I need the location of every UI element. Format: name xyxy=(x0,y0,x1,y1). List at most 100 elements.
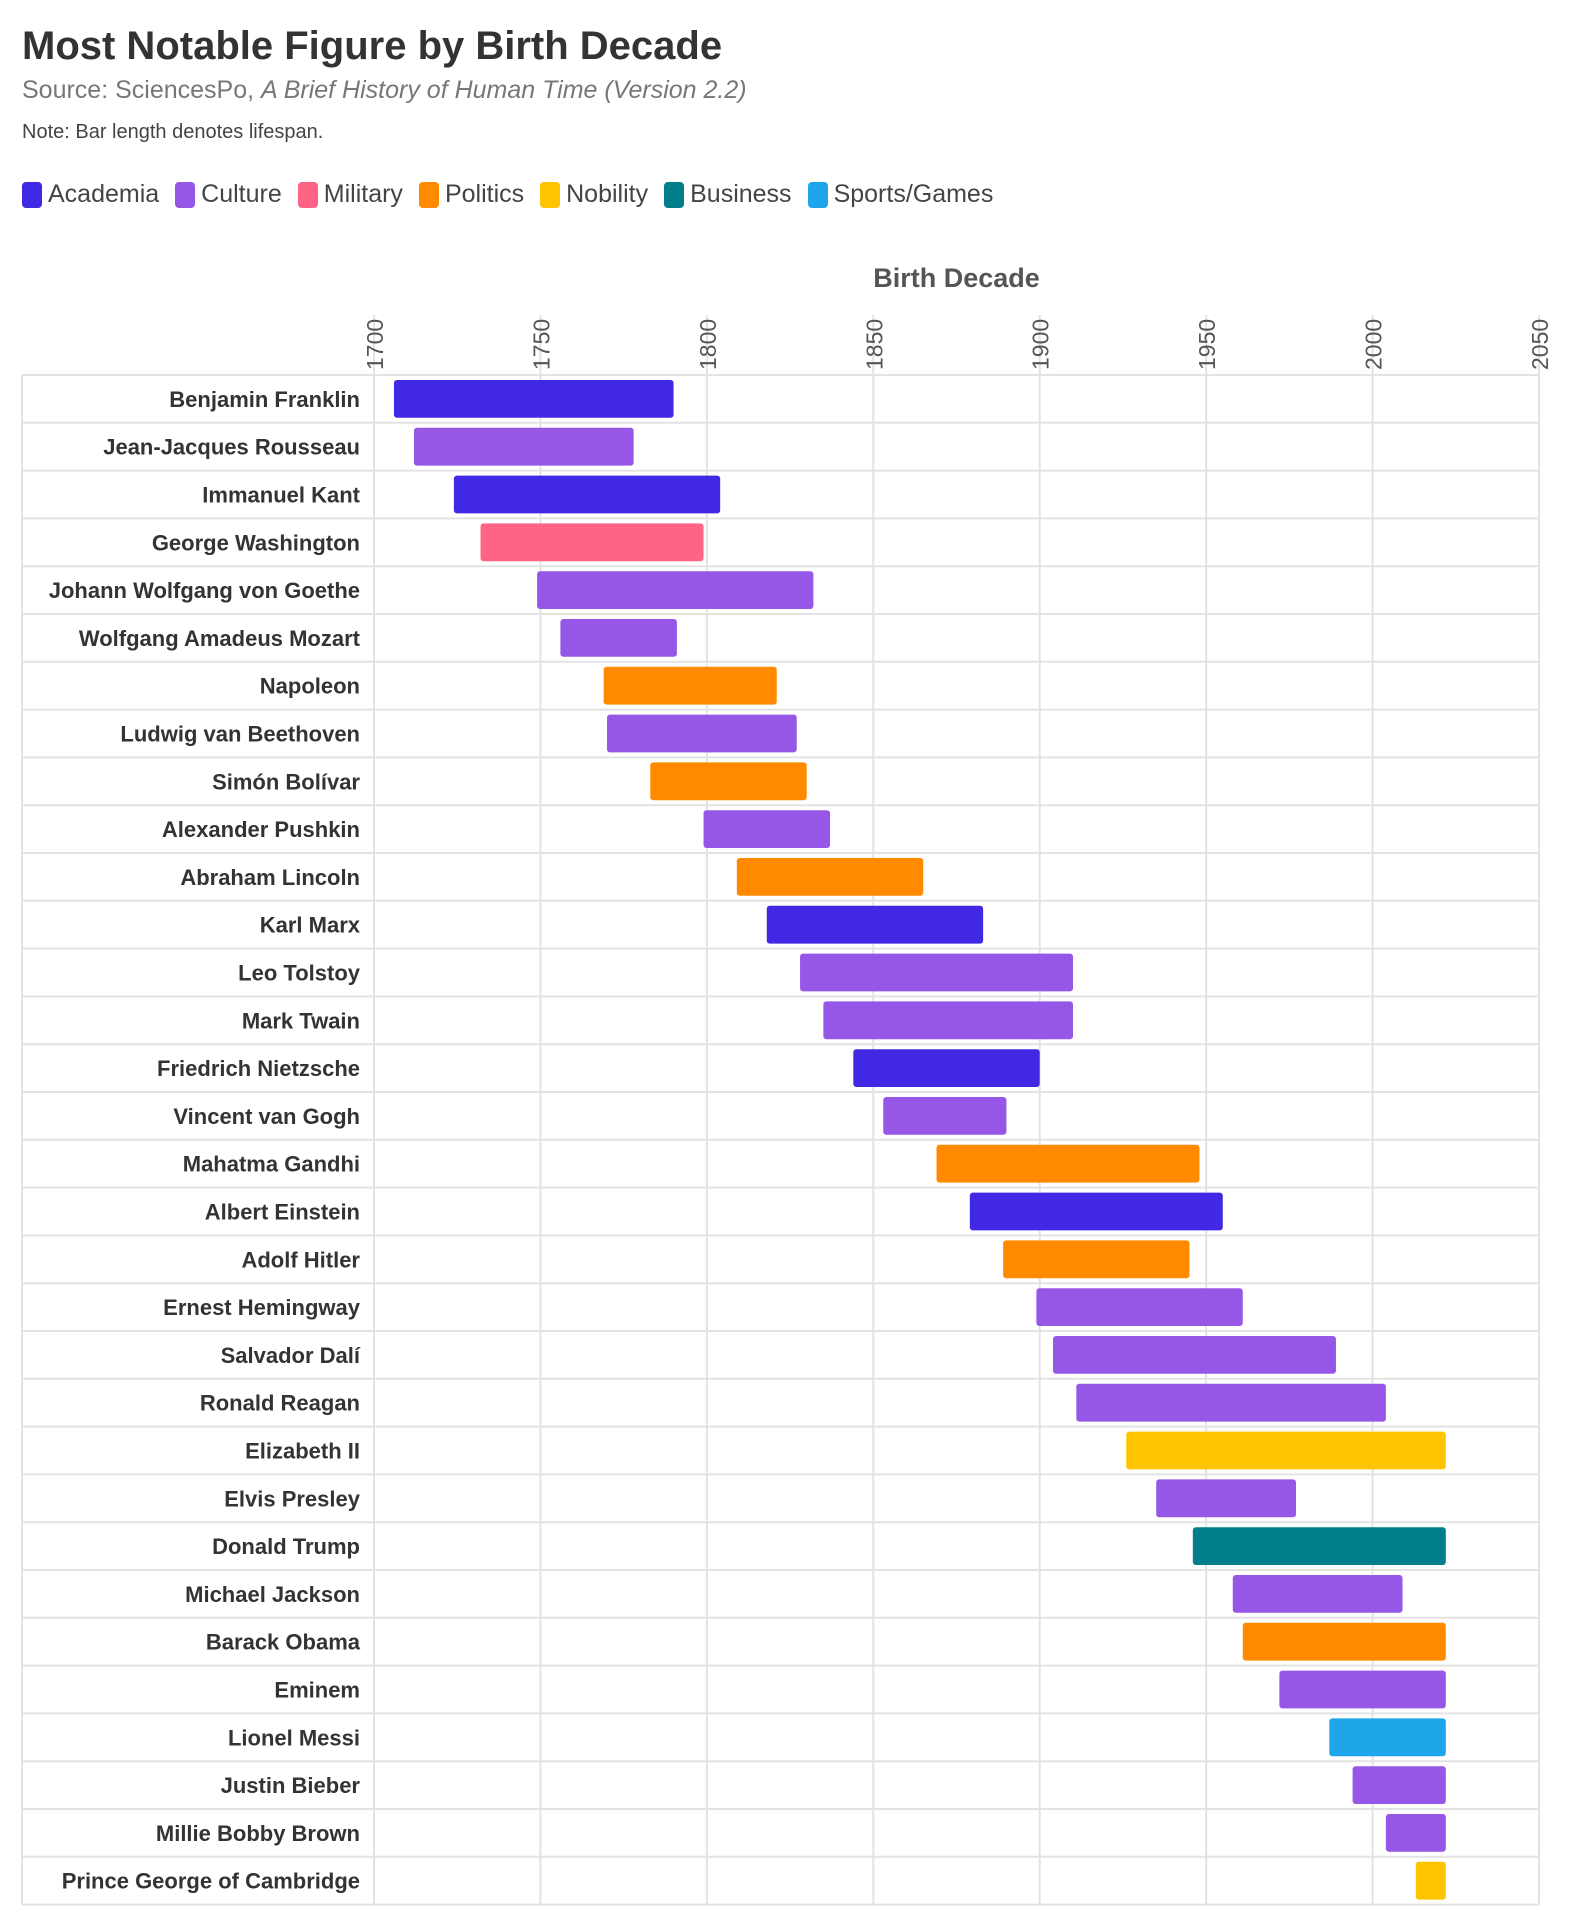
row-label-mark-twain: Mark Twain xyxy=(242,1008,360,1033)
bar-millie-bobby-brown xyxy=(1385,1814,1446,1852)
row-label-donald-trump: Donald Trump xyxy=(212,1534,360,1559)
legend-swatch-sports-games xyxy=(807,181,828,208)
row-label-elvis-presley: Elvis Presley xyxy=(224,1486,361,1511)
x-tick-label: 2000 xyxy=(1361,319,1387,370)
row-label-wolfgang-amadeus-mozart: Wolfgang Amadeus Mozart xyxy=(79,626,361,651)
row-label-vincent-van-gogh: Vincent van Gogh xyxy=(173,1104,360,1129)
legend-label: Military xyxy=(323,180,403,208)
x-axis-label: Birth Decade xyxy=(873,263,1040,293)
row-label-jean-jacques-rousseau: Jean-Jacques Rousseau xyxy=(103,435,360,460)
row-label-ernest-hemingway: Ernest Hemingway xyxy=(163,1295,361,1320)
bar-mahatma-gandhi xyxy=(936,1144,1200,1183)
bar-abraham-lincoln xyxy=(736,858,924,896)
row-label-eminem: Eminem xyxy=(274,1678,360,1703)
row-label-george-washington: George Washington xyxy=(152,530,360,555)
bar-simon-bolivar xyxy=(650,762,807,801)
legend-label: Business xyxy=(690,180,792,208)
source-prefix: Source: SciencesPo, xyxy=(22,76,262,104)
bar-wolfgang-amadeus-mozart xyxy=(560,619,677,657)
chart-source: Source: SciencesPo, A Brief History of H… xyxy=(22,76,747,105)
bar-lionel-messi xyxy=(1329,1718,1446,1757)
bar-eminem xyxy=(1279,1670,1446,1709)
x-tick-label: 1950 xyxy=(1194,319,1220,370)
legend-item-nobility: Nobility xyxy=(540,180,648,209)
legend-item-sports-games: Sports/Games xyxy=(807,180,994,209)
row-label-alexander-pushkin: Alexander Pushkin xyxy=(162,817,360,842)
chart-note: Note: Bar length denotes lifespan. xyxy=(22,121,324,143)
row-label-albert-einstein: Albert Einstein xyxy=(205,1200,360,1225)
bar-salvador-dali xyxy=(1053,1336,1336,1374)
bar-elvis-presley xyxy=(1156,1479,1297,1518)
bar-alexander-pushkin xyxy=(703,810,831,848)
bar-george-washington xyxy=(480,523,704,562)
legend-swatch-culture xyxy=(175,181,196,208)
row-label-millie-bobby-brown: Millie Bobby Brown xyxy=(156,1821,360,1846)
legend: Academia Culture Military Politics Nobility B… xyxy=(22,180,1009,209)
bar-karl-marx xyxy=(766,905,984,944)
x-tick-label: 1900 xyxy=(1028,319,1054,370)
bar-benjamin-franklin xyxy=(393,380,674,418)
legend-swatch-military xyxy=(297,181,318,208)
row-label-barack-obama: Barack Obama xyxy=(206,1630,361,1655)
row-label-prince-george-of-cambridge: Prince George of Cambridge xyxy=(62,1869,360,1894)
bar-johann-wolfgang-von-goethe xyxy=(537,571,814,609)
row-label-salvador-dali: Salvador Dalí xyxy=(221,1343,361,1368)
row-label-ludwig-van-beethoven: Ludwig van Beethoven xyxy=(120,722,360,747)
row-label-lionel-messi: Lionel Messi xyxy=(228,1725,360,1750)
row-label-johann-wolfgang-von-goethe: Johann Wolfgang von Goethe xyxy=(49,578,360,603)
row-label-leo-tolstoy: Leo Tolstoy xyxy=(238,961,361,986)
row-label-elizabeth-ii: Elizabeth II xyxy=(245,1439,360,1464)
legend-label: Sports/Games xyxy=(833,180,994,208)
row-label-mahatma-gandhi: Mahatma Gandhi xyxy=(183,1152,360,1177)
bar-jean-jacques-rousseau xyxy=(413,427,634,466)
row-label-abraham-lincoln: Abraham Lincoln xyxy=(180,865,360,890)
bar-mark-twain xyxy=(823,1001,1073,1040)
legend-swatch-nobility xyxy=(540,181,561,208)
bar-barack-obama xyxy=(1242,1622,1446,1661)
bar-vincent-van-gogh xyxy=(883,1097,1007,1135)
bar-immanuel-kant xyxy=(453,475,721,514)
bar-albert-einstein xyxy=(969,1192,1223,1231)
legend-item-business: Business xyxy=(664,180,792,209)
bar-justin-bieber xyxy=(1352,1766,1446,1804)
row-label-karl-marx: Karl Marx xyxy=(260,913,361,938)
bar-napoleon xyxy=(603,666,777,705)
bar-ernest-hemingway xyxy=(1036,1288,1243,1326)
bar-elizabeth-ii xyxy=(1126,1431,1446,1470)
row-label-michael-jackson: Michael Jackson xyxy=(185,1582,360,1607)
bar-adolf-hitler xyxy=(1003,1240,1190,1279)
legend-swatch-business xyxy=(664,181,685,208)
bar-friedrich-nietzsche xyxy=(853,1049,1040,1087)
bar-ludwig-van-beethoven xyxy=(607,714,797,753)
row-label-napoleon: Napoleon xyxy=(260,674,360,699)
legend-label: Politics xyxy=(444,180,525,208)
x-tick-label: 1700 xyxy=(362,319,388,370)
bar-ronald-reagan xyxy=(1076,1383,1386,1422)
legend-item-politics: Politics xyxy=(418,180,525,209)
bar-michael-jackson xyxy=(1232,1575,1403,1613)
bar-leo-tolstoy xyxy=(800,953,1073,992)
legend-item-military: Military xyxy=(297,180,403,209)
legend-label: Academia xyxy=(48,180,160,208)
bar-prince-george-of-cambridge xyxy=(1415,1861,1446,1900)
row-label-immanuel-kant: Immanuel Kant xyxy=(202,483,360,508)
row-label-justin-bieber: Justin Bieber xyxy=(221,1773,361,1798)
legend-swatch-academia xyxy=(22,181,42,208)
legend-item-academia: Academia xyxy=(22,180,159,209)
legend-label: Culture xyxy=(201,180,282,208)
x-tick-label: 2050 xyxy=(1527,319,1553,370)
legend-swatch-politics xyxy=(418,181,439,208)
row-label-friedrich-nietzsche: Friedrich Nietzsche xyxy=(157,1056,360,1081)
x-tick-label: 1850 xyxy=(861,319,887,370)
row-label-ronald-reagan: Ronald Reagan xyxy=(200,1391,360,1416)
chart-title: Most Notable Figure by Birth Decade xyxy=(22,24,723,68)
x-tick-label: 1750 xyxy=(528,319,554,370)
source-work-title: A Brief History of Human Time (Version 2… xyxy=(261,76,747,104)
legend-label: Nobility xyxy=(566,180,649,208)
bar-donald-trump xyxy=(1192,1527,1446,1565)
row-label-adolf-hitler: Adolf Hitler xyxy=(241,1247,360,1272)
row-label-benjamin-franklin: Benjamin Franklin xyxy=(169,387,360,412)
legend-item-culture: Culture xyxy=(175,180,282,209)
